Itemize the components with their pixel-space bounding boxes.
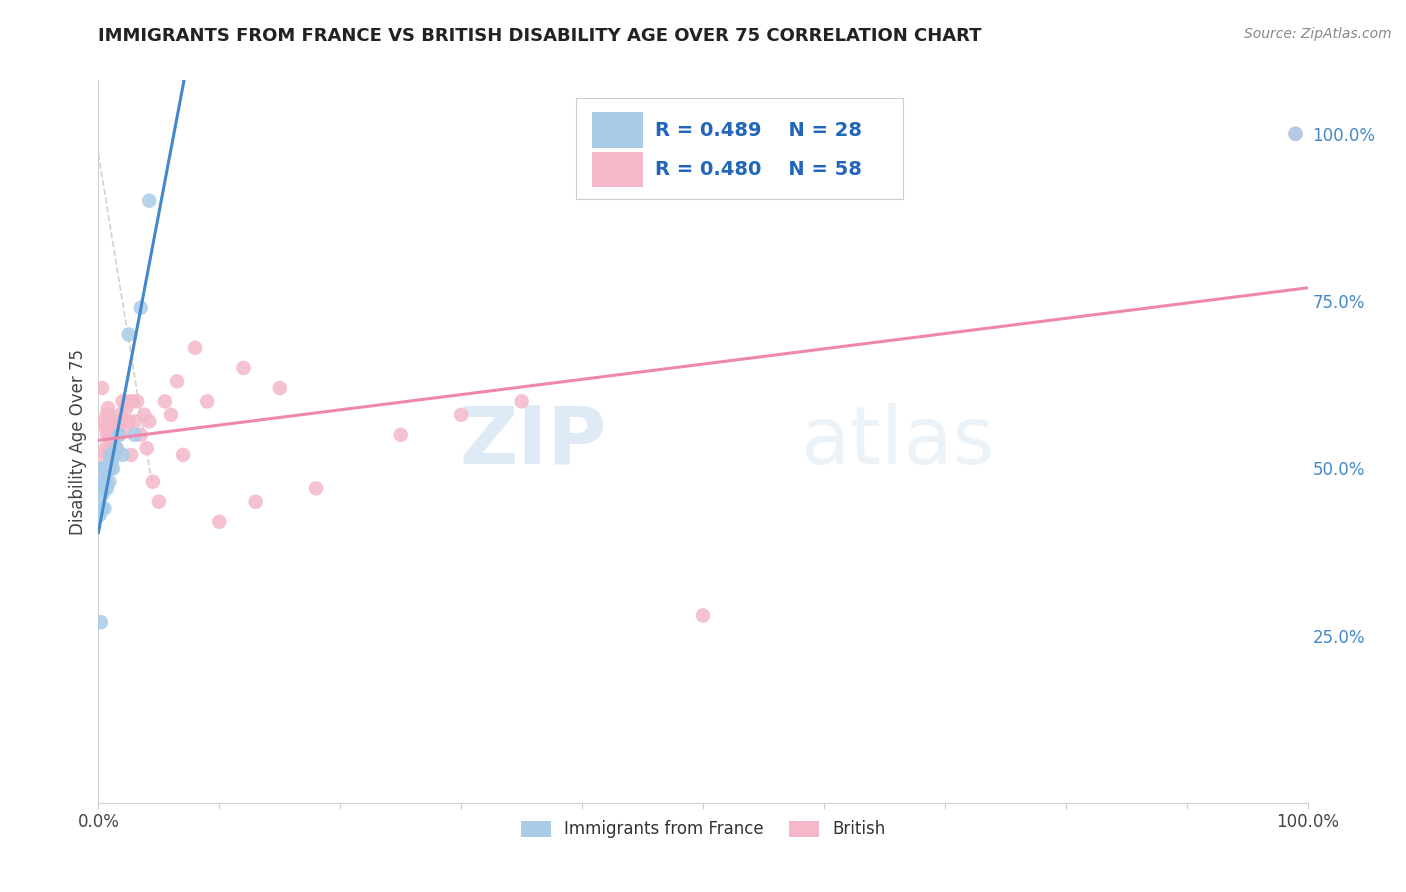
Point — [269, 381, 291, 395]
Point — [100, 455, 122, 469]
Point — [692, 608, 714, 623]
Point — [90, 461, 112, 475]
Point — [98, 475, 121, 489]
Point — [100, 414, 122, 429]
Point — [94, 475, 117, 489]
Point — [96, 427, 118, 442]
Point — [111, 448, 134, 462]
Point — [93, 461, 115, 475]
Point — [305, 482, 328, 496]
Text: ZIP: ZIP — [458, 402, 606, 481]
Point — [245, 494, 267, 508]
Point — [91, 381, 114, 395]
Point — [232, 361, 254, 376]
Point — [91, 461, 114, 475]
Point — [129, 427, 152, 442]
Point — [389, 427, 412, 442]
Point — [101, 434, 124, 449]
Point — [93, 501, 115, 516]
Point — [510, 394, 533, 409]
Point — [100, 461, 122, 475]
Text: R = 0.489    N = 28: R = 0.489 N = 28 — [655, 120, 862, 140]
Point — [105, 442, 128, 455]
Point — [118, 414, 141, 429]
Point — [138, 194, 160, 208]
Point — [97, 461, 120, 475]
Point — [108, 427, 131, 442]
Point — [118, 394, 141, 409]
Point — [97, 427, 120, 442]
Point — [134, 408, 156, 422]
Point — [91, 488, 114, 502]
Point — [98, 427, 121, 442]
Point — [160, 408, 183, 422]
FancyBboxPatch shape — [592, 152, 643, 187]
Point — [96, 482, 118, 496]
Point — [124, 414, 146, 429]
Point — [98, 461, 121, 475]
Point — [138, 414, 160, 429]
Text: IMMIGRANTS FROM FRANCE VS BRITISH DISABILITY AGE OVER 75 CORRELATION CHART: IMMIGRANTS FROM FRANCE VS BRITISH DISABI… — [98, 27, 981, 45]
FancyBboxPatch shape — [576, 98, 903, 200]
Point — [90, 615, 112, 630]
Point — [108, 408, 131, 422]
Point — [1284, 127, 1306, 141]
Point — [91, 414, 114, 429]
Point — [166, 375, 188, 389]
Point — [195, 394, 218, 409]
Point — [129, 301, 152, 315]
Point — [100, 448, 122, 462]
Point — [114, 421, 136, 435]
Point — [124, 427, 146, 442]
Point — [107, 421, 129, 435]
Point — [100, 461, 122, 475]
Text: R = 0.480    N = 58: R = 0.480 N = 58 — [655, 160, 862, 179]
Point — [105, 442, 128, 455]
Point — [91, 501, 114, 516]
Point — [120, 448, 142, 462]
Point — [1284, 127, 1306, 141]
Y-axis label: Disability Age Over 75: Disability Age Over 75 — [69, 349, 87, 534]
Point — [96, 408, 118, 422]
Point — [97, 401, 120, 416]
Legend: Immigrants from France, British: Immigrants from France, British — [515, 814, 891, 845]
FancyBboxPatch shape — [592, 112, 643, 148]
Point — [115, 401, 138, 416]
Point — [93, 475, 115, 489]
Point — [93, 448, 115, 462]
Point — [94, 442, 117, 455]
Point — [104, 414, 127, 429]
Point — [172, 448, 194, 462]
Point — [98, 448, 121, 462]
Point — [94, 421, 117, 435]
Point — [208, 515, 231, 529]
Point — [91, 475, 114, 489]
Point — [103, 427, 125, 442]
Point — [153, 394, 176, 409]
Point — [103, 448, 125, 462]
Point — [118, 327, 141, 342]
Point — [101, 461, 124, 475]
Point — [96, 461, 118, 475]
Point — [450, 408, 472, 422]
Point — [184, 341, 207, 355]
Text: Source: ZipAtlas.com: Source: ZipAtlas.com — [1244, 27, 1392, 41]
Point — [121, 394, 143, 409]
Point — [111, 414, 134, 429]
Point — [111, 394, 134, 409]
Point — [127, 394, 149, 409]
Point — [142, 475, 165, 489]
Point — [101, 414, 124, 429]
Point — [93, 482, 115, 496]
Point — [100, 442, 122, 455]
Text: atlas: atlas — [800, 402, 994, 481]
Point — [94, 461, 117, 475]
Point — [148, 494, 170, 508]
Point — [108, 427, 131, 442]
Point — [135, 442, 157, 455]
Point — [89, 508, 111, 523]
Point — [100, 427, 122, 442]
